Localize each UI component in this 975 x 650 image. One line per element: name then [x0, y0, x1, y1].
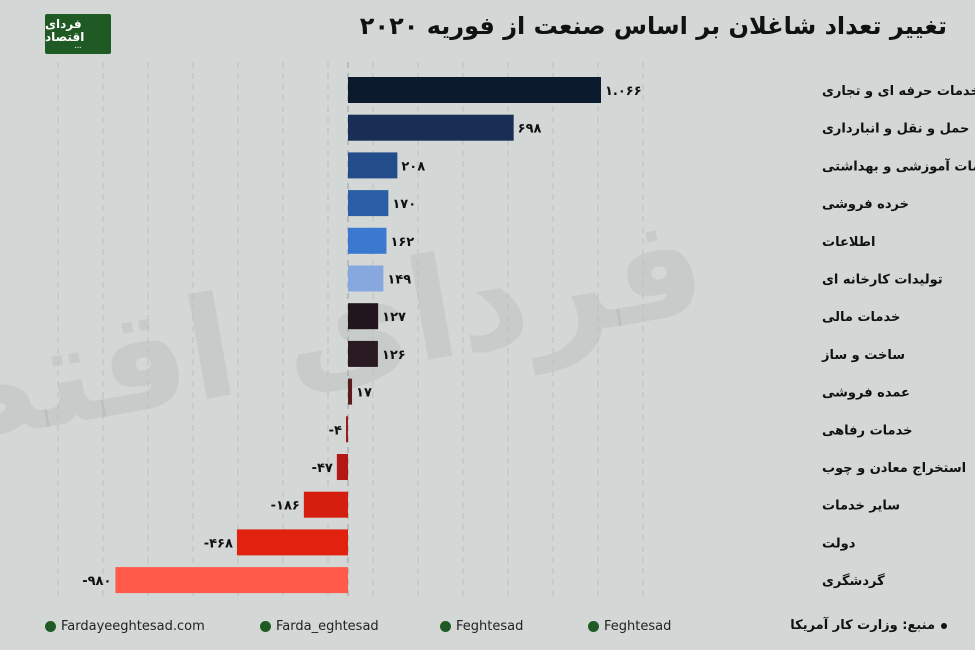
category-label: سایر خدمات: [822, 499, 900, 514]
data-label: ۱۴۹: [387, 273, 411, 288]
bar: [346, 416, 348, 443]
website-link[interactable]: Fardayeeghtesad.com: [45, 619, 205, 634]
category-label: خرده فروشی: [822, 197, 909, 212]
data-label: ۲۰۸: [401, 159, 425, 174]
category-label: استخراج معادن و چوب: [822, 461, 966, 476]
instagram-link[interactable]: Farda_eghtesad: [260, 619, 379, 634]
bar: [348, 340, 378, 367]
brand-logo-text: فردای اقتصاد: [45, 16, 85, 44]
chart-title: تغییر تعداد شاغلان بر اساس صنعت از فوریه…: [359, 12, 947, 40]
bar: [348, 190, 389, 217]
twitter-icon: [588, 621, 599, 632]
data-label: -۴: [329, 423, 342, 438]
data-label: ۶۹۸: [518, 122, 542, 137]
category-label: اطلاعات: [822, 235, 875, 250]
data-label: ۱۶۲: [390, 235, 414, 250]
bar: [115, 567, 348, 594]
data-label: ۱۲۷: [382, 310, 406, 325]
bar: [303, 491, 348, 518]
bar: [348, 303, 379, 330]
source-note: منبع: وزارت کار آمریکا: [790, 618, 947, 633]
category-label: خدمات حرفه ای و تجاری: [822, 84, 975, 99]
brand-logo: فردای اقتصاد •••: [45, 14, 111, 54]
bar: [348, 378, 353, 405]
category-label: گردشگری: [822, 573, 885, 589]
data-label: -۴۷: [312, 461, 333, 476]
bar: [336, 454, 348, 480]
category-label: دولت: [822, 536, 856, 551]
category-label: خدمات آموزشی و بهداشتی: [822, 157, 975, 174]
brand-logo-tagline: •••: [74, 44, 82, 50]
bar: [348, 77, 601, 103]
data-label: -۹۸۰: [82, 574, 111, 589]
bar: [348, 114, 514, 141]
bar: [236, 529, 348, 556]
website-text: Fardayeeghtesad.com: [61, 619, 205, 634]
category-label: حمل و نقل و انبارداری: [822, 122, 969, 137]
bar-chart: ۱.۰۶۶ خدمات حرفه ای و تجاری ۶۹۸ حمل و نقل و…: [57, 62, 975, 600]
bar: [348, 265, 384, 292]
bullet-icon: [941, 622, 947, 629]
twitter-text: Feghtesad: [604, 619, 672, 634]
footer: Fardayeeghtesad.com Farda_eghtesad Feght…: [0, 612, 975, 642]
data-label: -۴۶۸: [204, 536, 233, 551]
category-label: عمده فروشی: [822, 386, 910, 401]
category-label: خدمات مالی: [822, 310, 900, 325]
source-text: منبع: وزارت کار آمریکا: [790, 618, 935, 633]
instagram-text: Farda_eghtesad: [276, 619, 379, 634]
bar: [348, 152, 398, 179]
grid-lines: [57, 62, 644, 600]
data-label: -۱۸۶: [271, 499, 300, 514]
bar: [348, 227, 387, 254]
telegram-text: Feghtesad: [456, 619, 524, 634]
category-label: تولیدات کارخانه ای: [822, 273, 943, 288]
data-label: ۱۷: [356, 386, 372, 401]
data-label: ۱۲۶: [382, 348, 406, 363]
data-label: ۱۷۰: [392, 197, 416, 212]
globe-icon: [45, 621, 56, 632]
instagram-icon: [260, 621, 271, 632]
category-label: خدمات رفاهی: [822, 423, 912, 438]
twitter-link[interactable]: Feghtesad: [588, 619, 671, 634]
data-label: ۱.۰۶۶: [605, 84, 642, 99]
telegram-link[interactable]: Feghtesad: [440, 619, 523, 634]
telegram-icon: [440, 621, 451, 632]
category-label: ساخت و ساز: [821, 348, 905, 363]
